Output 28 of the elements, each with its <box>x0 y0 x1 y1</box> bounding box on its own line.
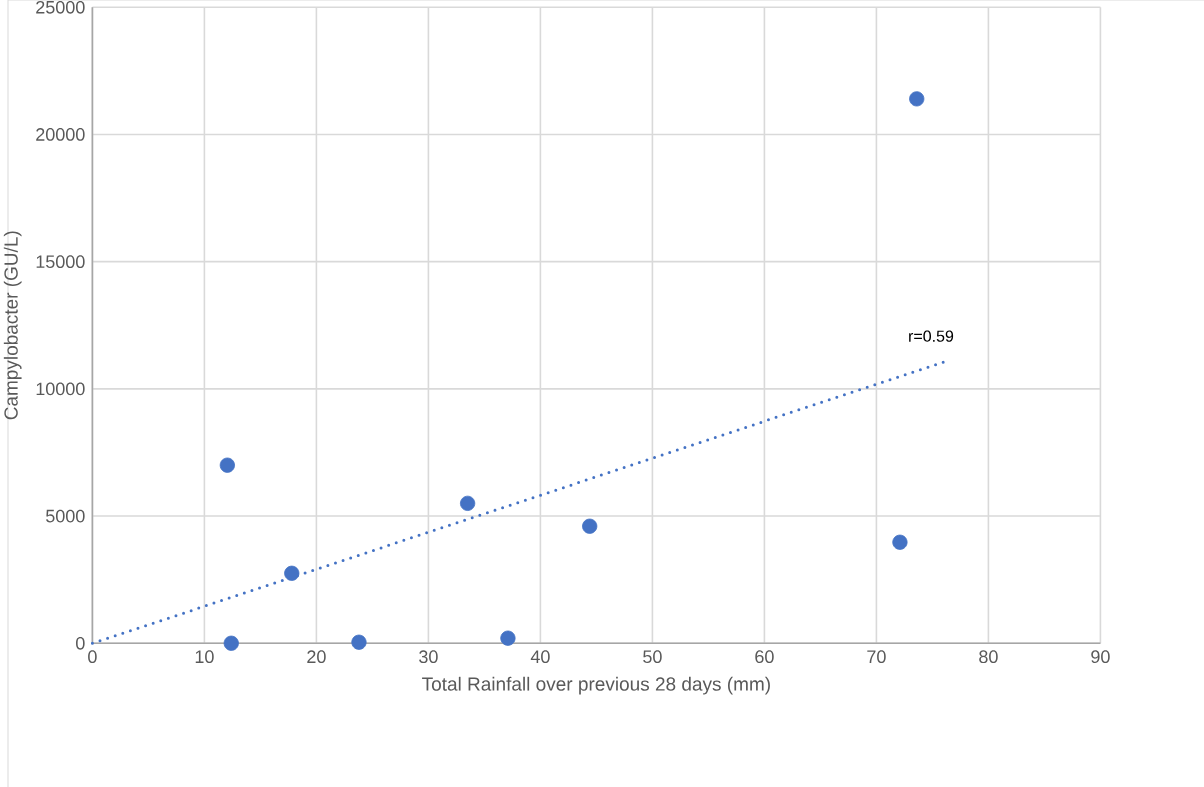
annotation: r=0.59 <box>909 330 954 342</box>
y-tick-label: 5000 <box>46 509 85 523</box>
point <box>351 634 367 650</box>
point <box>219 457 235 473</box>
y-tick-label: 25000 <box>36 0 85 14</box>
x-tick-label: 70 <box>867 650 886 664</box>
x-tick-label: 90 <box>1091 650 1110 664</box>
y-axis-title: Campylobacter (GU/L) <box>3 231 22 420</box>
point <box>582 518 598 534</box>
y-tick-label: 0 <box>76 636 85 650</box>
x-tick-label: 50 <box>643 650 662 664</box>
point <box>500 630 516 646</box>
y-tick-label: 15000 <box>36 255 85 269</box>
x-tick-label: 40 <box>530 650 550 664</box>
x-tick-label: 30 <box>419 650 438 664</box>
y-tick-label: 20000 <box>36 128 85 141</box>
y-tick-label: 10000 <box>36 382 85 396</box>
point <box>909 91 925 107</box>
point <box>460 495 476 511</box>
x-tick-label: 60 <box>755 650 774 664</box>
x-tick-label: 10 <box>195 650 214 664</box>
point <box>284 565 300 581</box>
x-tick-label: 0 <box>88 650 97 664</box>
x-axis-title: Total Rainfall over previous 28 days (mm) <box>422 676 770 695</box>
point <box>223 635 239 651</box>
x-tick-label: 20 <box>307 650 326 664</box>
x-tick-label: 80 <box>979 650 998 664</box>
point <box>892 534 908 550</box>
